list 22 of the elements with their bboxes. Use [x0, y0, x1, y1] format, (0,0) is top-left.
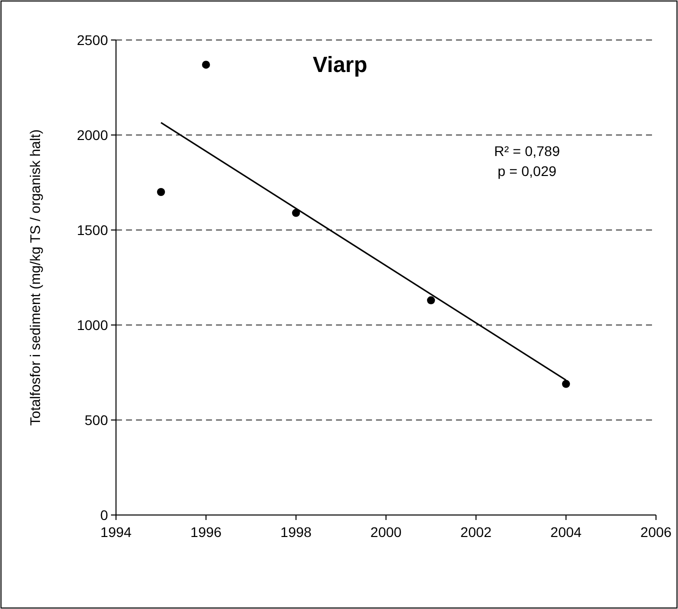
y-tick-label: 2000 [76, 126, 108, 143]
annotation: p = 0,029 [498, 163, 557, 179]
x-tick-label: 2004 [550, 524, 582, 540]
point [427, 296, 435, 304]
y-tick-label: 1500 [76, 222, 108, 238]
x-tick-label: 1998 [280, 524, 312, 540]
text: Viarp [312, 52, 368, 77]
point [292, 208, 300, 217]
y-tick-label: 2500 [76, 32, 108, 48]
y-axis-title: Totalfosfor i sediment (mg/kg TS / organisk halt) [27, 129, 43, 426]
x-tick-label: 1994 [100, 524, 132, 540]
annotation: R² = 0,789 [494, 143, 560, 159]
x-tick-label: 1996 [190, 524, 222, 540]
point [562, 380, 570, 388]
point [157, 188, 165, 196]
x-tick-label: 2006 [640, 524, 672, 540]
y-tick-label: 1000 [76, 316, 108, 333]
y-tick-label: 0 [100, 506, 108, 523]
point [202, 60, 210, 69]
x-tick-label: 2002 [460, 524, 492, 540]
y-tick-label: 500 [84, 412, 108, 428]
x-tick-label: 2000 [370, 524, 402, 540]
